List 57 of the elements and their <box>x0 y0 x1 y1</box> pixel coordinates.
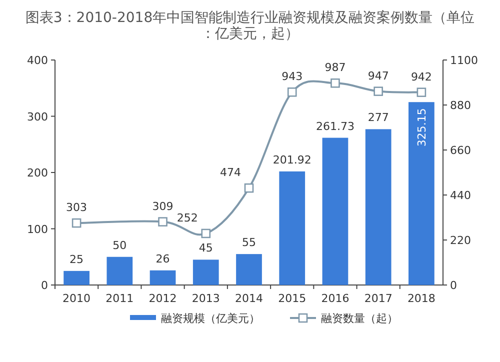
bar <box>150 270 176 285</box>
x-tick-label: 2014 <box>235 292 263 305</box>
bar <box>106 256 133 285</box>
y2-tick-label: 440 <box>450 189 471 202</box>
point <box>330 78 340 88</box>
bar <box>408 102 434 285</box>
data-label: 201.92 <box>272 153 312 166</box>
y-tick-label: 400 <box>27 54 48 67</box>
data-label: 277 <box>368 111 389 124</box>
y-tick-label: 0 <box>41 279 48 292</box>
y2-tick-label: 220 <box>450 234 471 247</box>
bar <box>192 260 219 285</box>
point <box>72 218 82 228</box>
point <box>287 87 297 97</box>
data-label: 55 <box>242 236 256 250</box>
point <box>158 217 168 226</box>
y-tick-label: 300 <box>27 110 48 124</box>
bar <box>365 129 392 285</box>
y2-tick-label: 1100 <box>450 54 478 67</box>
y2-tick-label: 660 <box>450 144 471 157</box>
data-label: 50 <box>112 238 127 252</box>
data-label: 25 <box>70 252 84 266</box>
data-label: 947 <box>368 69 389 82</box>
point <box>374 86 383 96</box>
y-tick-label: 200 <box>27 166 48 180</box>
data-label: 325.15 <box>415 108 428 147</box>
point <box>416 88 426 97</box>
legend-label: 融资规模（亿美元） <box>161 312 260 325</box>
x-tick-label: 2010 <box>62 292 91 305</box>
y2-tick-label: 0 <box>450 279 457 292</box>
data-label: 252 <box>176 211 198 224</box>
data-label: 943 <box>282 70 303 84</box>
x-tick-label: 2011 <box>106 292 134 305</box>
point <box>201 228 211 238</box>
x-tick-label: 2012 <box>148 292 177 305</box>
x-tick-label: 2013 <box>192 292 220 305</box>
data-label: 942 <box>410 70 432 84</box>
bar <box>322 138 348 285</box>
data-label: 303 <box>66 201 88 214</box>
x-tick-label: 2018 <box>407 292 436 305</box>
bar <box>236 254 262 285</box>
data-label: 261.73 <box>316 120 354 133</box>
bar <box>279 171 306 285</box>
legend-label: 融资数量（起） <box>321 312 398 325</box>
y2-tick-label: 880 <box>450 99 471 112</box>
point <box>244 183 254 193</box>
x-tick-label: 2017 <box>364 292 392 305</box>
data-label: 309 <box>152 200 174 213</box>
x-tick-label: 2016 <box>321 292 350 305</box>
bar <box>64 270 90 285</box>
data-label: 474 <box>220 166 241 180</box>
chart-title: 图表3：2010-2018年中国智能制造行业融资规模及融资案例数量（单位：亿美元，起） <box>25 9 475 42</box>
data-label: 26 <box>156 252 170 266</box>
y-tick-label: 100 <box>27 222 48 236</box>
x-tick-label: 2015 <box>278 292 306 305</box>
data-label: 987 <box>324 61 346 74</box>
data-label: 45 <box>198 242 213 255</box>
